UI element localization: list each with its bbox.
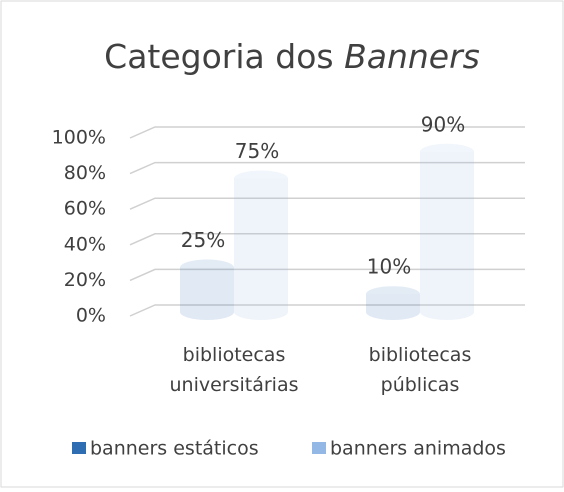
x-tick-label: bibliotecas universitárias [169,344,298,396]
legend-swatch [72,442,86,454]
grid-line [129,233,525,246]
grid-line [129,161,525,175]
bar-top [234,170,288,187]
value-label: 75% [235,139,279,163]
bar-top [180,259,234,276]
bars [180,143,474,320]
bar [420,151,474,320]
value-label: 25% [181,228,225,252]
y-tick-label: 80% [64,162,106,184]
value-label: 10% [367,255,411,279]
bar-top [420,143,474,160]
bar-top [366,286,420,303]
y-tick-label: 20% [64,269,106,291]
grid-line [129,268,525,282]
chart-title: Categoria dos Banners [104,37,480,76]
grid-line [129,197,525,210]
legend-label: banners estáticos [90,438,259,460]
value-label: 90% [421,112,465,136]
x-tick-label: bibliotecas públicas [369,344,472,396]
y-tick-label: 60% [64,198,106,220]
y-tick-label: 40% [64,233,106,255]
bar [180,267,234,320]
bar [234,178,288,320]
legend-label: banners animados [330,438,506,460]
y-tick-label: 0% [76,305,106,327]
grid-line [129,126,525,139]
y-tick-label: 100% [52,127,106,149]
legend-swatch [312,442,326,454]
